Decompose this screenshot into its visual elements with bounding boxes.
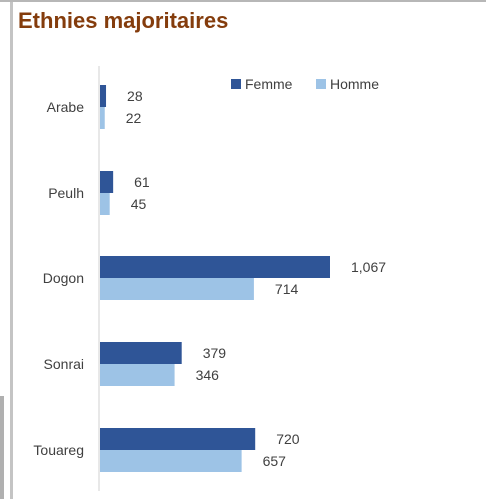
data-label-homme-dogon: 714 xyxy=(275,281,299,297)
frame-left-dark-border xyxy=(0,396,4,499)
bar-femme-sonrai xyxy=(100,342,182,364)
frame-left-border xyxy=(10,2,13,499)
data-label-femme-peulh: 61 xyxy=(134,174,150,190)
data-label-homme-peulh: 45 xyxy=(131,196,147,212)
category-label-peulh: Peulh xyxy=(48,185,84,201)
bar-femme-peulh xyxy=(100,171,114,193)
bar-femme-arabe xyxy=(100,85,107,107)
category-label-touareg: Touareg xyxy=(33,442,84,458)
data-label-homme-sonrai: 346 xyxy=(196,367,220,383)
bar-homme-peulh xyxy=(100,193,110,215)
data-label-homme-touareg: 657 xyxy=(263,453,287,469)
frame-top-border xyxy=(0,0,486,2)
legend-swatch-homme xyxy=(316,79,326,89)
bar-femme-dogon xyxy=(100,256,330,278)
bar-homme-arabe xyxy=(100,107,105,129)
bar-homme-dogon xyxy=(100,278,254,300)
data-label-femme-sonrai: 379 xyxy=(203,345,227,361)
data-label-femme-arabe: 28 xyxy=(127,88,143,104)
legend-swatch-femme xyxy=(231,79,241,89)
data-label-femme-dogon: 1,067 xyxy=(351,259,386,275)
category-label-dogon: Dogon xyxy=(43,270,84,286)
data-label-femme-touareg: 720 xyxy=(276,431,300,447)
bar-homme-sonrai xyxy=(100,364,175,386)
legend-label-homme: Homme xyxy=(330,76,379,92)
legend-label-femme: Femme xyxy=(245,76,293,92)
chart-title: Ethnies majoritaires xyxy=(18,8,229,33)
bar-homme-touareg xyxy=(100,450,242,472)
data-label-homme-arabe: 22 xyxy=(126,110,142,126)
category-label-sonrai: Sonrai xyxy=(44,356,84,372)
category-label-arabe: Arabe xyxy=(47,99,85,115)
bar-femme-touareg xyxy=(100,428,256,450)
